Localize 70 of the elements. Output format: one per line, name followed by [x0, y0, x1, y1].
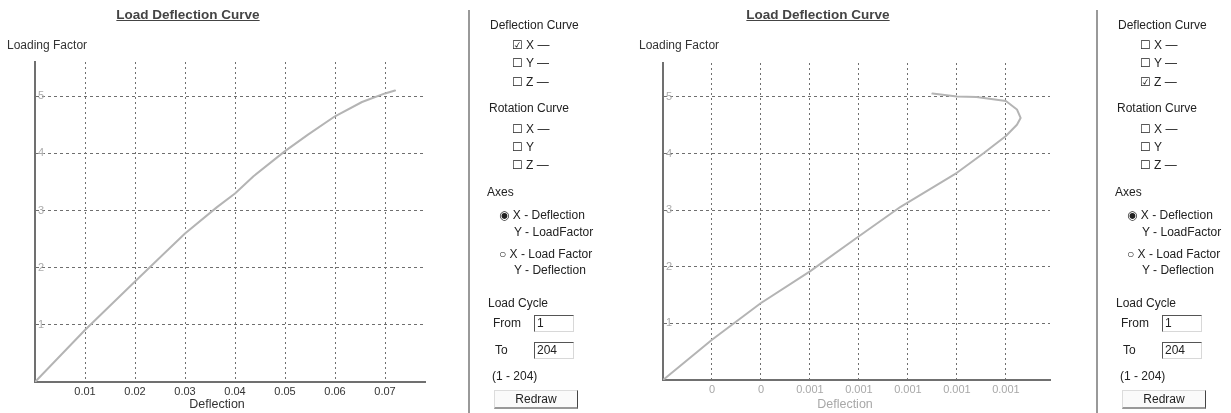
x-tick-label: 0 — [708, 382, 716, 395]
text: ☐ Y — — [512, 56, 549, 70]
text: Rotation Curve — [489, 101, 570, 115]
text: ☑ X — — [512, 38, 550, 52]
text: (1 - 204) — [492, 369, 538, 383]
text: ◉ X - Deflection — [1127, 208, 1213, 222]
text: ☐ Z — — [1140, 158, 1177, 172]
text: (1 - 204) — [1120, 369, 1166, 383]
redraw-button: Redraw — [494, 390, 578, 409]
chart-title: Load Deflection Curve — [746, 7, 890, 23]
chart-title: Load Deflection Curve — [116, 7, 260, 23]
text: ☐ Z — — [512, 158, 549, 172]
text: Axes — [1115, 185, 1142, 199]
text-field: 204 — [534, 342, 574, 359]
y-tick-label: 2 — [666, 259, 673, 272]
text: ○ X - Load Factor — [1127, 247, 1221, 261]
text: Deflection Curve — [490, 18, 579, 32]
text: Axes — [487, 185, 514, 199]
x-tick-label: 0.06 — [324, 384, 346, 397]
y-tick-label: 1 — [38, 317, 45, 330]
text: ○ X - Load Factor — [499, 247, 593, 261]
x-tick-label: 0.07 — [374, 384, 396, 397]
text-field: 1 — [1162, 315, 1202, 332]
text: ☐ Z — — [512, 75, 549, 89]
x-tick-label: 0.01 — [74, 384, 96, 397]
x-tick-label: 0.001 — [845, 382, 873, 395]
text: Y - Deflection — [514, 263, 586, 277]
y-axis-title: Loading Factor — [7, 38, 88, 52]
x-tick-label: 0 — [757, 382, 765, 395]
text: ☐ X — — [1140, 38, 1178, 52]
x-tick-label: 0.04 — [224, 384, 246, 397]
text: To — [1123, 343, 1136, 357]
y-tick-label: 3 — [666, 203, 673, 216]
x-axis-title: Deflection — [189, 397, 245, 411]
y-tick-label: 1 — [666, 316, 673, 329]
x-axis-title: Deflection — [817, 397, 873, 411]
text: From — [1121, 316, 1149, 330]
y-axis-title: Loading Factor — [639, 38, 720, 52]
text: Y - LoadFactor — [1142, 225, 1222, 239]
text: ◉ X - Deflection — [499, 208, 585, 222]
y-tick-label: 5 — [666, 90, 673, 102]
y-tick-label: 2 — [38, 260, 45, 273]
y-tick-label: 4 — [666, 146, 673, 159]
text: Y - LoadFactor — [514, 225, 594, 239]
x-tick-label: 0.02 — [124, 384, 146, 397]
y-tick-label: 5 — [38, 89, 45, 102]
y-tick-label: 4 — [38, 146, 45, 159]
text: Load Cycle — [1116, 296, 1177, 310]
x-tick-label: 0.001 — [992, 382, 1020, 395]
text-field: 1 — [534, 315, 574, 332]
text: ☐ X — — [512, 122, 550, 136]
x-tick-label: 0.001 — [943, 382, 971, 395]
text: ☑ Z — — [1140, 75, 1177, 89]
text: Load Cycle — [488, 296, 549, 310]
y-tick-label: 3 — [38, 203, 45, 216]
x-tick-label: 0.05 — [274, 384, 296, 397]
text: ☐ X — — [1140, 122, 1178, 136]
x-tick-label: 0.03 — [174, 384, 196, 397]
text: ☐ Y — — [1140, 56, 1177, 70]
text-field: 204 — [1162, 342, 1202, 359]
text: Deflection Curve — [1118, 18, 1207, 32]
text: Rotation Curve — [1117, 101, 1198, 115]
text: ☐ Y — [1140, 140, 1162, 154]
text: To — [495, 343, 508, 357]
redraw-button: Redraw — [1122, 390, 1206, 409]
text: ☐ Y — [512, 140, 534, 154]
x-tick-label: 0.001 — [894, 382, 922, 395]
x-tick-label: 0.001 — [796, 382, 824, 395]
text: From — [493, 316, 521, 330]
text: Y - Deflection — [1142, 263, 1214, 277]
